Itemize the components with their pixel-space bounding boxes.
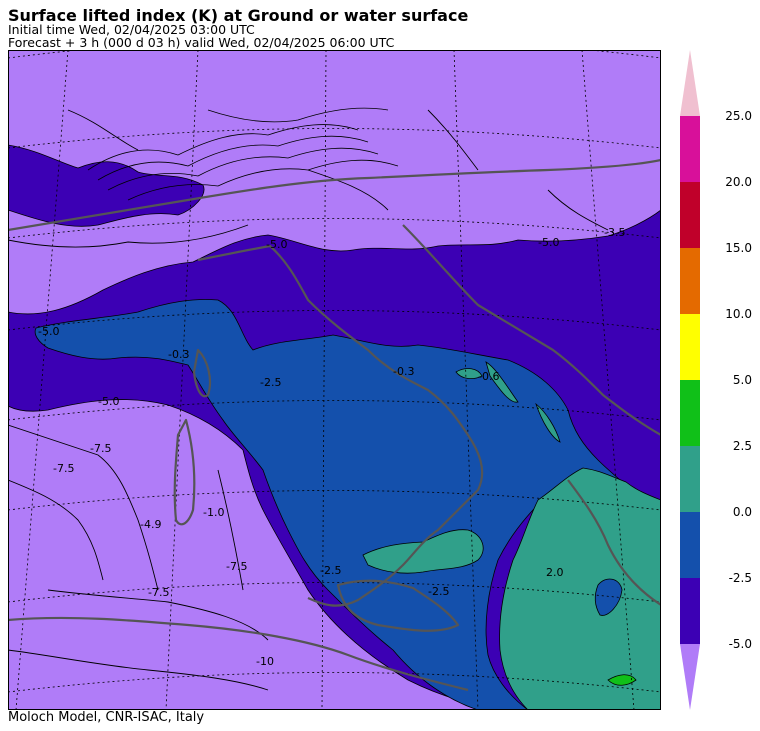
forecast-valid-line: Forecast + 3 h (000 d 03 h) valid Wed, 0… [8, 35, 395, 50]
contour-label: -5.0 [538, 236, 559, 249]
contour-label: -2.5 [428, 585, 449, 598]
coastline-sardinia [173, 418, 196, 526]
colorbar-segment [680, 182, 700, 248]
coastline-adriatic-east [402, 224, 661, 436]
region-blue-inner-patch [594, 578, 623, 616]
contour-label: -0.3 [168, 348, 189, 361]
contour-label: -0.6 [478, 370, 499, 383]
contour-labels: -5.0 -5.0 -5.0 -5.0 -7.5 -7.5 -7.5 -7.5 -0.3 -0.3… [38, 226, 625, 668]
coastline-north [8, 158, 661, 232]
colorbar-tick-label: 10.0 [725, 307, 752, 321]
contour-label: -7.5 [148, 586, 169, 599]
region-teal-patch-3 [535, 402, 561, 443]
region-teal-patch-2 [455, 368, 483, 380]
colorbar-tick-label: 25.0 [725, 109, 752, 123]
contour-label: -10 [256, 655, 274, 668]
contour-label: -0.3 [393, 365, 414, 378]
model-credit: Moloch Model, CNR-ISAC, Italy [8, 710, 205, 725]
contour-label: -3.5 [604, 226, 625, 239]
colorbar-segment [680, 446, 700, 512]
contour-label: -5.0 [38, 325, 59, 338]
region-0-to-2_5-central [362, 529, 484, 574]
colorbar-top-triangle [680, 50, 700, 116]
coastline-corsica [192, 348, 212, 398]
colorbar: 25.0 20.0 15.0 10.0 5.0 2.5 0.0 -2.5 -5.0 [680, 50, 752, 710]
contour-label: 2.0 [546, 566, 564, 579]
contour-label: -7.5 [90, 442, 111, 455]
contour-label: -2.5 [320, 564, 341, 577]
contour-label: -2.5 [260, 376, 281, 389]
region-0-to-2_5-southeast [499, 467, 661, 710]
colorbar-tick-label: 20.0 [725, 175, 752, 189]
contour-label: -5.0 [266, 238, 287, 251]
colorbar-segment [680, 116, 700, 182]
contour-label: -1.0 [203, 506, 224, 519]
contour-label: -7.5 [226, 560, 247, 573]
colorbar-segment [680, 314, 700, 380]
colorbar-segment [680, 578, 700, 644]
lifted-index-map: -5.0 -5.0 -5.0 -5.0 -7.5 -7.5 -7.5 -7.5 -0.3 -0.3… [8, 50, 661, 710]
coastline-sicily [336, 579, 460, 632]
colorbar-segment [680, 380, 700, 446]
map-title: Surface lifted index (K) at Ground or wa… [8, 6, 469, 25]
region-teal-patch-1 [485, 361, 519, 403]
colorbar-tick-label: 2.5 [733, 439, 752, 453]
initial-time-line: Initial time Wed, 02/04/2025 03:00 UTC [8, 22, 255, 37]
coastline-africa [8, 616, 469, 692]
coastline-greece [567, 479, 661, 606]
colorbar-segment [680, 248, 700, 314]
colorbar-tick-label: -2.5 [729, 571, 752, 585]
colorbar-tick-label: 0.0 [733, 505, 752, 519]
colorbar-tick-label: 15.0 [725, 241, 752, 255]
colorbar-tick-label: -5.0 [729, 637, 752, 651]
coastline-italy [197, 244, 484, 607]
colorbar-tick-label: 5.0 [733, 373, 752, 387]
colorbar-segment [680, 512, 700, 578]
colorbar-bottom-triangle [680, 644, 700, 710]
contour-label: -4.9 [140, 518, 161, 531]
contour-label: -7.5 [53, 462, 74, 475]
contour-label: -5.0 [98, 395, 119, 408]
region-2_5-to-5-spot [607, 674, 637, 686]
